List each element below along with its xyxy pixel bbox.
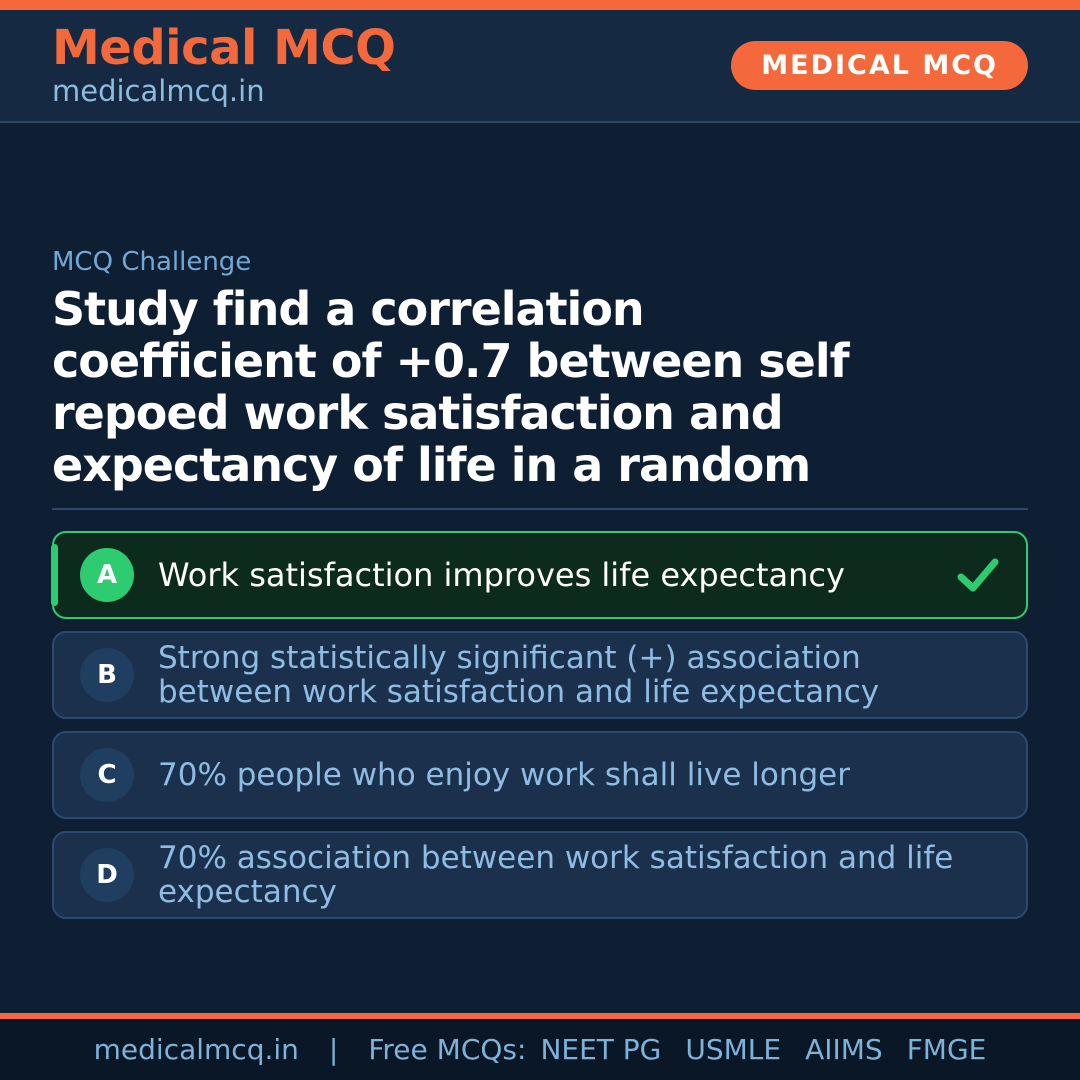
brand-badge-button[interactable]: MEDICAL MCQ <box>731 41 1028 90</box>
option-d-badge: D <box>80 848 134 902</box>
question-line: coefficient of +0.7 between self <box>52 334 850 388</box>
check-icon <box>956 556 1000 594</box>
footer-exam-tag: NEET PG <box>540 1033 662 1066</box>
footer: medicalmcq.in | Free MCQs: NEET PG USMLE… <box>0 1013 1080 1080</box>
option-c[interactable]: C 70% people who enjoy work shall live l… <box>52 731 1028 819</box>
brand-site-url: medicalmcq.in <box>52 74 265 109</box>
correct-accent-bar <box>51 544 58 606</box>
footer-site-url: medicalmcq.in <box>93 1033 299 1066</box>
footer-exam-tag: FMGE <box>906 1033 987 1066</box>
option-d[interactable]: D 70% association between work satisfact… <box>52 831 1028 919</box>
option-a-correct[interactable]: A Work satisfaction improves life expect… <box>51 531 1028 619</box>
question-title: Study find a correlation coefficient of … <box>52 283 1028 491</box>
option-a-badge: A <box>80 548 134 602</box>
main-content: MCQ Challenge Study find a correlation c… <box>0 247 1080 919</box>
option-c-label: 70% people who enjoy work shall live lon… <box>158 757 850 793</box>
question-line: repoed work satisfaction and <box>52 386 784 440</box>
option-c-badge: C <box>80 748 134 802</box>
question-line: expectancy of life in a random <box>52 438 811 492</box>
top-accent-strip <box>0 0 1080 10</box>
brand-block: Medical MCQ medicalmcq.in <box>52 19 396 109</box>
question-kicker: MCQ Challenge <box>52 247 252 277</box>
brand-title: Medical MCQ <box>52 19 396 76</box>
footer-exam-tag: AIIMS <box>805 1033 883 1066</box>
option-b[interactable]: B Strong statistically significant (+) a… <box>52 631 1028 719</box>
footer-exam-tag: USMLE <box>685 1033 782 1066</box>
divider <box>52 508 1028 510</box>
question-line: Study find a correlation <box>52 282 645 336</box>
option-b-label: Strong statistically significant (+) ass… <box>158 640 880 710</box>
option-d-label: 70% association between work satisfactio… <box>158 840 954 910</box>
option-b-badge: B <box>80 648 134 702</box>
options-list: A Work satisfaction improves life expect… <box>51 531 1028 919</box>
header: Medical MCQ medicalmcq.in MEDICAL MCQ <box>0 10 1080 123</box>
footer-separator: | <box>328 1033 339 1066</box>
option-a-label: Work satisfaction improves life expectan… <box>158 556 845 594</box>
footer-label: Free MCQs: <box>368 1033 527 1066</box>
